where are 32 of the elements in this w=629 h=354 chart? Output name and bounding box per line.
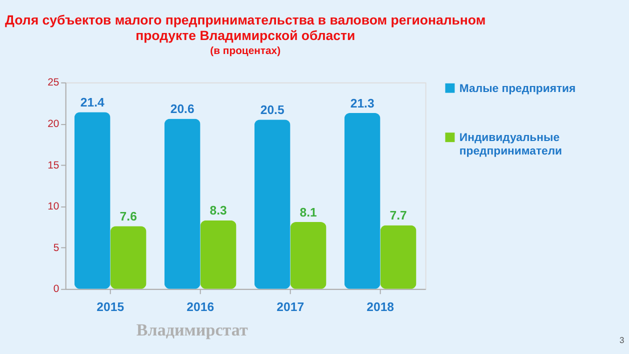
bar (254, 120, 290, 289)
x-tick-label: 2015 (96, 300, 124, 314)
data-label: 20.5 (260, 102, 284, 117)
bar (74, 112, 110, 289)
data-label: 7.6 (120, 209, 138, 224)
data-label: 20.6 (170, 102, 194, 116)
data-label: 21.4 (80, 95, 104, 110)
x-tick-label: 2017 (276, 300, 304, 314)
y-tick-label: 0 (53, 284, 60, 296)
bar (200, 220, 236, 289)
bar (164, 118, 200, 289)
chart-title: Доля субъектов малого предпринимательства в валовом региональном продукте Владимирской области (5, 12, 486, 43)
x-tick-label: 2018 (366, 300, 394, 314)
data-label: 7.7 (390, 208, 408, 223)
legend-label: Индивидуальные предприниматели (459, 132, 562, 158)
data-label: 21.3 (350, 96, 374, 110)
chart-subtitle: (в процентах) (210, 46, 281, 57)
text: Владимирстат (136, 320, 248, 340)
bar (290, 222, 326, 289)
text: 3 (620, 334, 625, 345)
bar (344, 112, 380, 289)
data-label: 8.3 (210, 204, 228, 218)
bar (110, 226, 146, 289)
y-tick-label: 10 (48, 202, 60, 213)
y-tick-label: 20 (48, 119, 60, 130)
data-label: 8.1 (300, 205, 318, 220)
y-tick-label: 15 (48, 160, 60, 172)
bar (380, 225, 416, 289)
legend-label: Малые предприятия (459, 82, 576, 95)
x-tick-label: 2016 (186, 300, 214, 314)
y-tick-label: 25 (48, 78, 60, 89)
y-tick-label: 5 (53, 242, 60, 254)
